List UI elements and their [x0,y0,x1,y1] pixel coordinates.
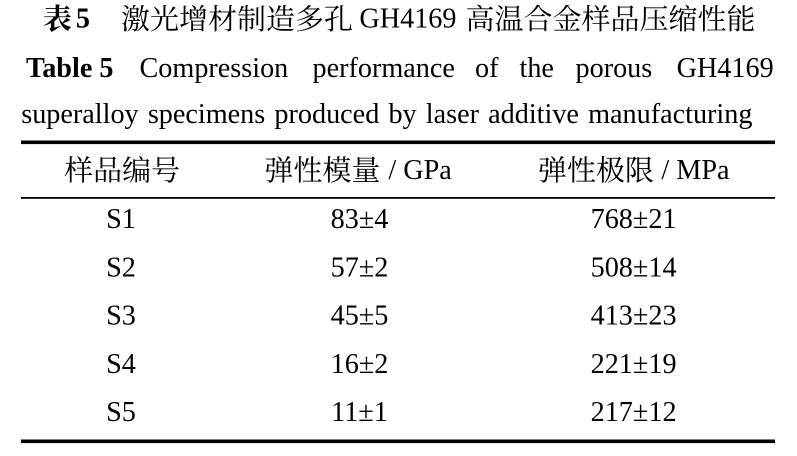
svg-text:768±21: 768±21 [591,204,677,235]
svg-text:/ GPa: / GPa [388,155,452,186]
svg-text:217±12: 217±12 [591,397,677,428]
svg-text:specimens: specimens [148,99,265,130]
svg-text:Compression: Compression [140,53,289,84]
svg-text:GH4169: GH4169 [677,53,774,84]
svg-text:performance: performance [313,53,455,84]
svg-text:S1: S1 [106,204,136,235]
svg-text:508±14: 508±14 [591,252,677,283]
svg-text:S5: S5 [106,397,136,428]
svg-text:the: the [520,53,554,84]
svg-text:Table 5: Table 5 [26,53,113,84]
svg-text:16±2: 16±2 [331,349,389,380]
svg-text:S4: S4 [106,349,136,380]
svg-text:45±5: 45±5 [331,301,389,332]
svg-text:GH4169: GH4169 [359,4,456,35]
svg-text:221±19: 221±19 [591,349,677,380]
svg-text:manufacturing: manufacturing [588,99,752,130]
svg-text:11±1: 11±1 [331,397,388,428]
svg-text:porous: porous [576,53,653,84]
svg-text:superalloy: superalloy [21,99,138,130]
svg-text:413±23: 413±23 [591,301,677,332]
svg-text:5: 5 [76,4,90,35]
svg-text:57±2: 57±2 [331,252,389,283]
svg-text:S3: S3 [106,301,136,332]
svg-text:by: by [388,99,416,130]
svg-text:laser: laser [426,99,480,130]
svg-text:/ MPa: / MPa [661,155,730,186]
svg-text:additive: additive [488,99,579,130]
svg-text:of: of [475,53,499,84]
svg-text:83±4: 83±4 [331,204,389,235]
svg-text:produced: produced [274,99,379,130]
svg-text:S2: S2 [106,252,136,283]
